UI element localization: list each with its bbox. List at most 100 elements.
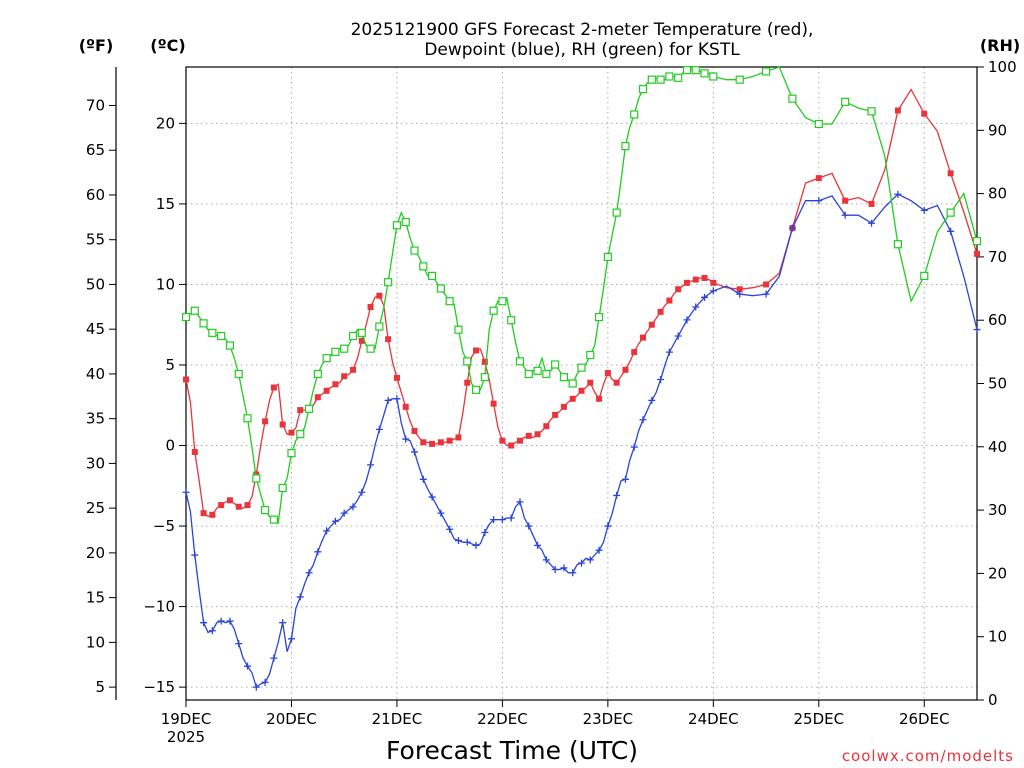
data-point [524,369,533,379]
data-point [200,510,207,517]
data-point [349,366,356,373]
data-point [974,250,980,257]
data-point [375,425,383,433]
data-point [341,373,348,380]
plot-frame [185,66,978,701]
data-point [762,290,770,298]
data-point [384,396,392,404]
data-point [921,110,928,117]
data-point [578,387,585,394]
data-point [621,475,629,483]
data-point [376,292,383,299]
data-point [200,619,208,627]
data-point [788,224,796,232]
data-point [893,240,903,249]
data-point [841,211,849,219]
data-point [218,502,225,509]
data-point [657,308,664,315]
data-point [682,66,692,75]
data-point [427,271,437,280]
data-point [340,344,349,353]
data-point [842,197,849,204]
data-point [691,66,700,75]
data-point [393,395,401,403]
data-point [297,407,304,414]
data-point [455,434,462,441]
celsius-tick-label: −5 [153,517,175,535]
data-point [578,559,585,567]
fahrenheit-tick-label: 20 [86,544,105,562]
data-point [542,369,551,379]
data-point [710,279,717,286]
data-point [226,617,234,625]
x-tick-sublabel: 2025 [167,728,205,746]
data-point [665,72,674,81]
data-point [587,379,594,386]
data-point [225,341,235,350]
data-point [473,347,480,354]
data-point [868,200,875,207]
celsius-tick-label: 20 [156,114,175,132]
data-point [367,303,374,310]
data-point [208,328,217,337]
data-point [507,316,516,325]
data-point [463,357,472,366]
data-point [270,384,277,391]
data-point [182,488,190,496]
data-point [498,297,507,306]
data-point [296,593,304,601]
series-line [185,66,978,524]
data-point [516,498,524,506]
data-point [692,276,699,283]
series-2-meter-temperature [183,88,980,518]
data-point [815,197,823,205]
data-point [314,394,321,401]
data-point [894,190,902,198]
data-point [867,107,876,116]
data-point [234,369,243,379]
data-point [279,421,286,428]
fahrenheit-tick-label: 60 [86,186,105,204]
data-point [471,385,481,394]
data-point [622,366,629,373]
fahrenheit-tick-label: 50 [86,275,105,293]
rh-tick-label: 50 [988,375,1007,393]
fahrenheit-tick-label: 65 [86,141,105,159]
series-line [185,88,978,518]
data-point [613,379,620,386]
data-point [199,319,208,328]
data-point [551,360,560,369]
data-point [577,363,586,372]
fahrenheit-tick-label: 35 [86,410,105,428]
data-point [278,483,287,493]
data-point [472,541,480,549]
data-point [191,448,198,455]
data-point [402,403,409,410]
celsius-tick-label: 0 [165,437,175,455]
data-point [384,278,393,287]
data-point [348,331,358,341]
x-tick-label: 23DEC [583,710,634,728]
data-point [788,94,797,103]
data-point [489,306,498,315]
credit-text: coolwx.com/modelts [842,747,1014,765]
data-point [190,306,199,315]
data-point [287,635,295,643]
data-point [463,538,471,546]
data-point [340,509,348,517]
data-point [481,358,488,365]
data-point [972,236,982,246]
data-point [331,517,339,525]
data-point [559,373,569,382]
data-point [674,73,683,82]
data-point [640,334,647,341]
data-point [261,678,269,686]
data-point [595,546,603,554]
data-point [814,119,823,129]
series-dewpoint [182,190,981,691]
data-point [208,627,216,635]
data-point [252,683,260,691]
data-point [419,262,428,271]
data-point [323,387,330,394]
data-point [392,221,402,230]
